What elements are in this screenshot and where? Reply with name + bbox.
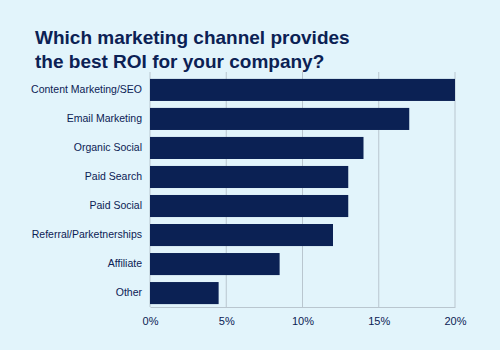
tick: 0% (143, 307, 159, 327)
title-line: Which marketing channel provides (35, 27, 350, 48)
tick-label: 5% (219, 315, 235, 327)
grid-line (455, 72, 456, 307)
bar (150, 282, 219, 304)
tick-label: 15% (368, 315, 390, 327)
bars (150, 79, 455, 304)
tick-label: 20% (444, 315, 466, 327)
category-label: Affiliate (108, 257, 142, 269)
tick-label: 10% (292, 315, 314, 327)
category-label: Content Marketing/SEO (31, 83, 142, 95)
category-label: Email Marketing (67, 112, 142, 124)
category-tick: Organic Social (74, 141, 150, 153)
tick: 10% (292, 307, 314, 327)
bar (150, 253, 280, 275)
grid-line (378, 72, 379, 307)
bar (150, 166, 348, 188)
title-line: the best ROI for your company? (35, 51, 324, 72)
category-label: Other (116, 286, 143, 298)
category-label: Paid Social (89, 199, 142, 211)
bar (150, 224, 333, 246)
title: Which marketing channel provides the best… (35, 27, 350, 72)
category-label: Paid Search (85, 170, 142, 182)
bar (150, 79, 455, 101)
background (0, 0, 500, 350)
y-axis: Content Marketing/SEO Email Marketing Orga… (31, 83, 150, 298)
tick: 20% (444, 307, 466, 327)
category-tick: Referral/Parketnerships (32, 228, 150, 240)
category-tick: Paid Social (89, 199, 150, 211)
tick-label: 0% (143, 315, 159, 327)
category-tick: Affiliate (108, 257, 150, 269)
x-axis: 0% 5% 10% 15% 20% (143, 307, 467, 327)
category-tick: Paid Search (85, 170, 150, 182)
tick: 15% (368, 307, 390, 327)
bar (150, 108, 409, 130)
category-tick: Other (116, 286, 150, 298)
axis-line (151, 307, 456, 308)
category-tick: Content Marketing/SEO (31, 83, 150, 95)
category-tick: Email Marketing (67, 112, 150, 124)
category-label: Organic Social (74, 141, 142, 153)
category-label: Referral/Parketnerships (32, 228, 142, 240)
bar (150, 137, 364, 159)
grid-line (302, 72, 303, 307)
grid (150, 72, 455, 307)
bar (150, 195, 348, 217)
tick: 5% (219, 307, 235, 327)
chart: Which marketing channel provides the best… (0, 0, 500, 350)
